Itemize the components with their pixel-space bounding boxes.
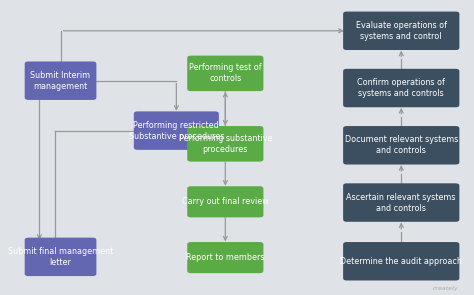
- Text: Evaluate operations of
systems and control: Evaluate operations of systems and contr…: [356, 21, 447, 41]
- FancyBboxPatch shape: [187, 242, 264, 273]
- Text: Determine the audit approach: Determine the audit approach: [340, 257, 462, 266]
- FancyBboxPatch shape: [343, 69, 459, 107]
- Text: Document relevant systems
and controls: Document relevant systems and controls: [345, 135, 458, 155]
- FancyBboxPatch shape: [187, 55, 264, 91]
- Text: Submit Interim
management: Submit Interim management: [30, 71, 91, 91]
- FancyBboxPatch shape: [343, 183, 459, 222]
- Text: Submit final management
letter: Submit final management letter: [8, 247, 113, 267]
- FancyBboxPatch shape: [343, 126, 459, 165]
- Text: Performing restricted
Substantive procedures: Performing restricted Substantive proced…: [128, 121, 224, 141]
- FancyBboxPatch shape: [134, 112, 219, 150]
- FancyBboxPatch shape: [343, 12, 459, 50]
- Text: Performing substantive
procedures: Performing substantive procedures: [179, 134, 272, 154]
- Text: creately: creately: [432, 286, 458, 291]
- Text: Carry out final review: Carry out final review: [182, 197, 269, 206]
- FancyBboxPatch shape: [25, 61, 96, 100]
- FancyBboxPatch shape: [187, 186, 264, 217]
- Text: Ascertain relevant systems
and controls: Ascertain relevant systems and controls: [346, 193, 456, 213]
- FancyBboxPatch shape: [25, 238, 96, 276]
- Text: Confirm operations of
systems and controls: Confirm operations of systems and contro…: [357, 78, 445, 98]
- FancyBboxPatch shape: [187, 126, 264, 162]
- Text: Performing test of
controls: Performing test of controls: [189, 63, 262, 83]
- Text: Report to members: Report to members: [186, 253, 264, 262]
- FancyBboxPatch shape: [343, 242, 459, 281]
